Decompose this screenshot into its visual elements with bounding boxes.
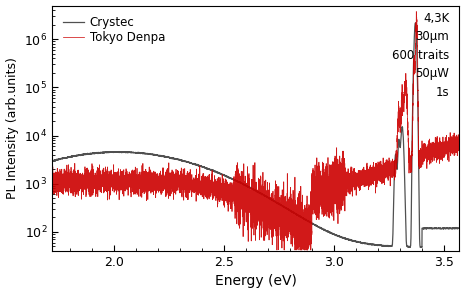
Legend: Crystec, Tokyo Denpa: Crystec, Tokyo Denpa (58, 11, 170, 49)
Crystec (224, 175, 229, 178)
Crystec (457, 226, 462, 230)
Line: Tokyo Denpa: Tokyo Denpa (52, 12, 459, 250)
Tokyo Denpa (197, 186, 202, 189)
X-axis label: Energy (eV): Energy (eV) (215, 274, 297, 288)
Crystec (345, 238, 351, 241)
Crystec (445, 227, 450, 230)
Tokyo Denpa (274, 248, 280, 252)
Tokyo Denpa (308, 222, 314, 225)
Crystec (419, 246, 425, 249)
Crystec (243, 184, 248, 187)
Tokyo Denpa (70, 180, 75, 184)
Tokyo Denpa (290, 232, 296, 235)
Y-axis label: PL Intensity (arb.units): PL Intensity (arb.units) (6, 57, 19, 199)
Line: Crystec: Crystec (52, 23, 459, 248)
Tokyo Denpa (457, 141, 462, 144)
Crystec (424, 226, 430, 230)
Crystec (220, 173, 226, 177)
Tokyo Denpa (352, 182, 357, 186)
Crystec (49, 159, 55, 162)
Text: 4,3K
30μm
600 traits
50μW
1s: 4,3K 30μm 600 traits 50μW 1s (392, 12, 449, 99)
Tokyo Denpa (49, 177, 55, 180)
Tokyo Denpa (373, 165, 379, 168)
Tokyo Denpa (413, 10, 419, 14)
Crystec (412, 21, 418, 25)
